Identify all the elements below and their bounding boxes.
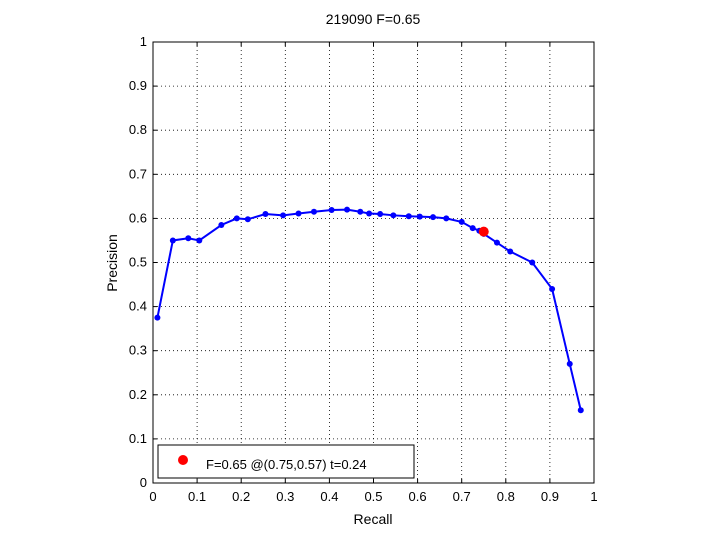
x-tick-label: 0.1 (188, 489, 206, 504)
data-point (443, 215, 450, 222)
y-tick-label: 0.8 (129, 122, 147, 137)
data-point (458, 218, 465, 225)
data-point (244, 216, 251, 223)
legend-marker (178, 455, 188, 465)
y-tick-label: 0.9 (129, 78, 147, 93)
y-tick-label: 0.7 (129, 166, 147, 181)
series-layer (154, 206, 584, 414)
data-point (377, 210, 384, 217)
data-point (366, 210, 373, 217)
data-point (233, 215, 240, 222)
x-tick-label: 0 (149, 489, 156, 504)
x-tick-label: 0.5 (364, 489, 382, 504)
y-axis-title: Precision (104, 234, 120, 292)
data-point (549, 285, 556, 292)
data-point (493, 239, 500, 246)
x-tick-label: 0.2 (232, 489, 250, 504)
legend: F=0.65 @(0.75,0.57) t=0.24 (157, 444, 415, 479)
data-point (310, 208, 317, 215)
data-point (469, 225, 476, 232)
data-point (169, 237, 176, 244)
data-point (507, 248, 514, 255)
data-point (185, 235, 192, 242)
x-tick-label: 0.8 (497, 489, 515, 504)
data-point (357, 208, 364, 215)
y-tick-label: 0.6 (129, 210, 147, 225)
series-line (156, 208, 582, 411)
y-tick-label: 0 (140, 475, 147, 490)
x-tick-label: 0.4 (320, 489, 338, 504)
data-point (390, 212, 397, 219)
data-point (295, 210, 302, 217)
grid (153, 42, 594, 483)
data-point (344, 206, 351, 213)
x-tick-label: 0.3 (276, 489, 294, 504)
x-tick-label: 0.9 (541, 489, 559, 504)
data-point (430, 214, 437, 221)
data-point (529, 259, 536, 266)
data-point (566, 360, 573, 367)
data-point (196, 237, 203, 244)
best-f-point (478, 226, 489, 237)
x-axis-title: Recall (354, 511, 393, 527)
data-point (280, 212, 287, 219)
x-tick-label: 1 (590, 489, 597, 504)
x-tick-label: 0.6 (409, 489, 427, 504)
y-tick-label: 0.1 (129, 431, 147, 446)
data-point (577, 407, 584, 414)
data-point (218, 222, 225, 229)
y-tick-label: 0.3 (129, 343, 147, 358)
data-point (416, 213, 423, 220)
y-tick-label: 0.2 (129, 387, 147, 402)
chart-title: 219090 F=0.65 (326, 11, 421, 27)
legend-label: F=0.65 @(0.75,0.57) t=0.24 (206, 457, 367, 472)
y-tick-label: 0.4 (129, 299, 147, 314)
data-point (262, 210, 269, 217)
data-point (405, 213, 412, 220)
axis-ticks: 0 0.1 0.2 0.3 0.4 0.5 0.6 0.7 0.8 0.9 1 0 0.1 0.2 0.3 0… (129, 34, 598, 504)
x-tick-label: 0.7 (453, 489, 471, 504)
y-tick-label: 1 (140, 34, 147, 49)
legend-box (157, 444, 415, 479)
y-tick-label: 0.5 (129, 255, 147, 270)
data-point (328, 207, 335, 214)
data-point (154, 314, 161, 321)
